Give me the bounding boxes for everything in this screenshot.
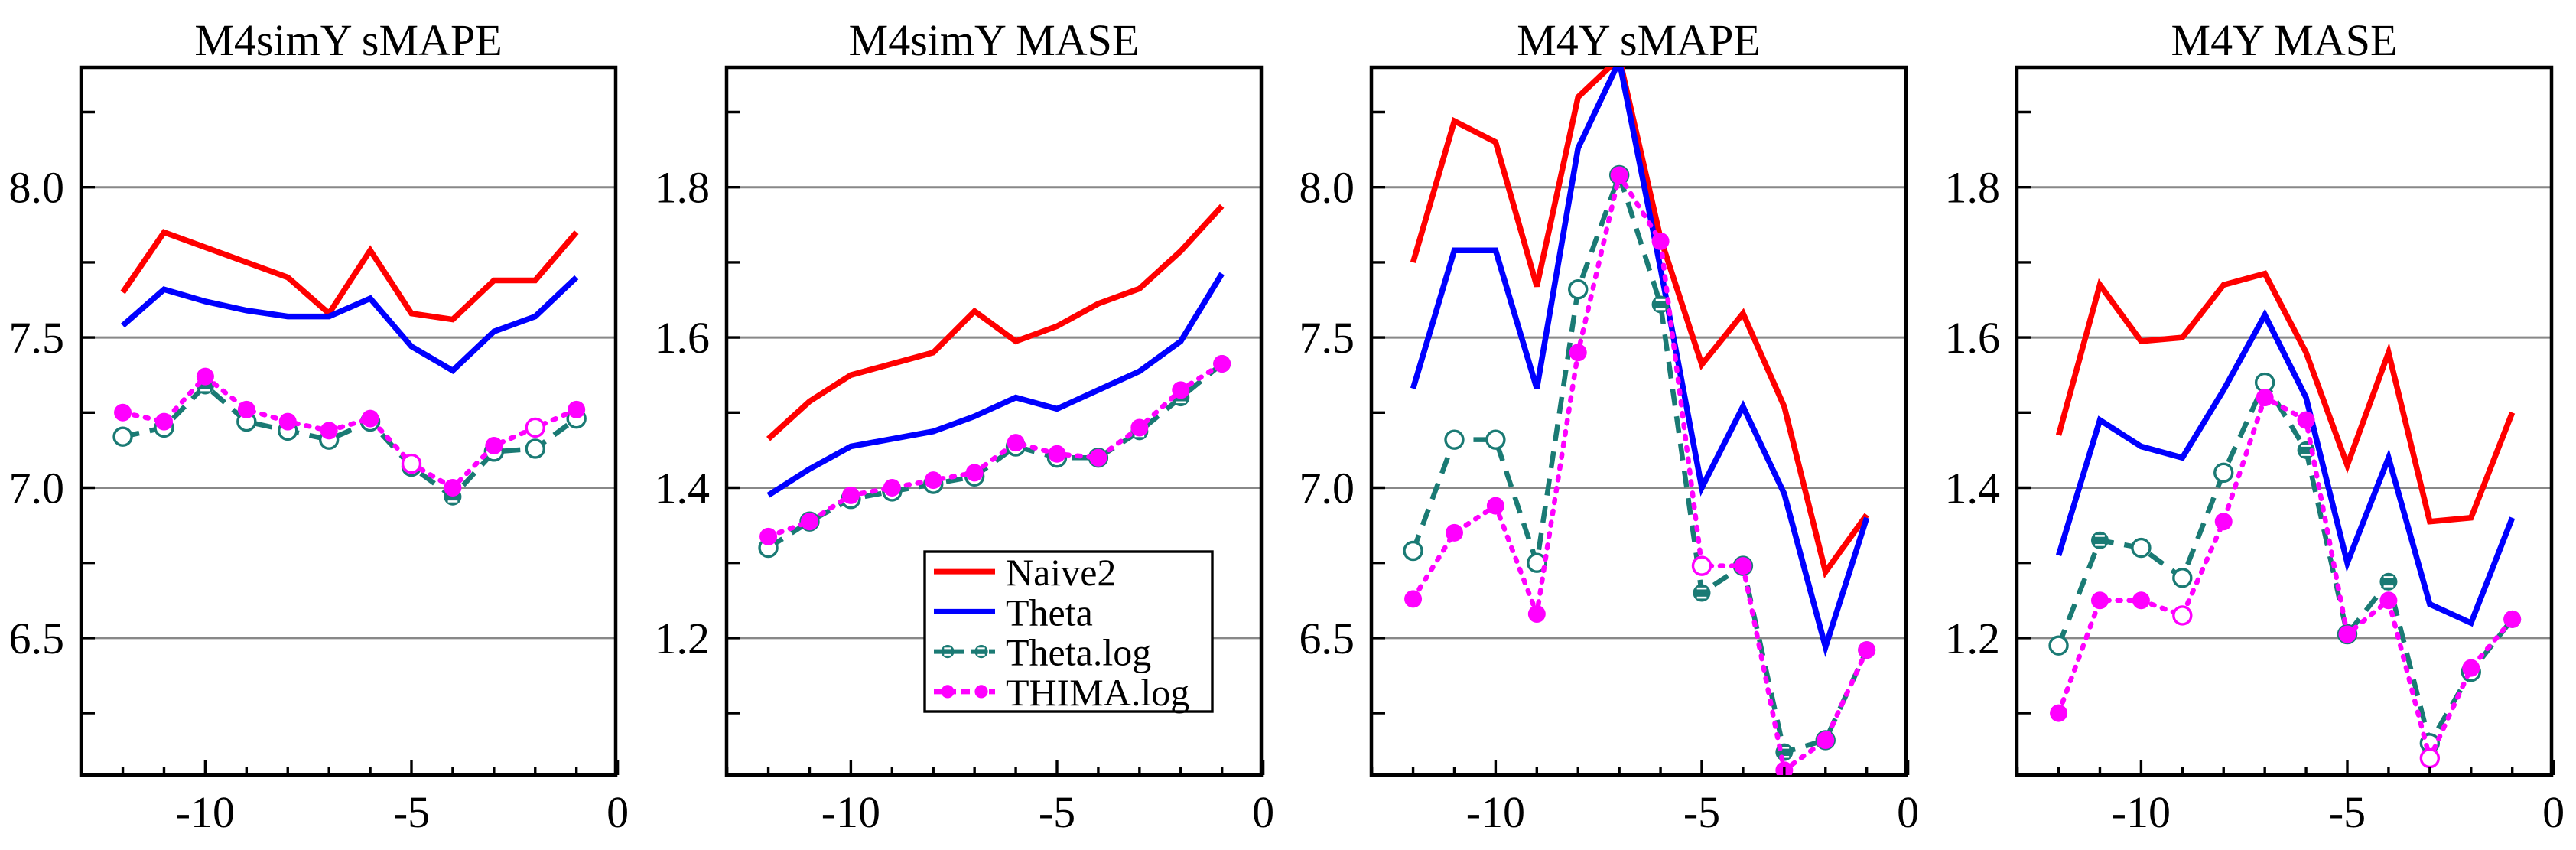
svg-text:8.0: 8.0 [1299,163,1355,213]
svg-text:8.0: 8.0 [9,163,65,213]
svg-text:6.5: 6.5 [9,614,65,663]
svg-text:1.2: 1.2 [655,614,711,663]
svg-text:-10: -10 [1466,787,1525,837]
svg-text:1.8: 1.8 [1945,163,2001,213]
svg-text:-5: -5 [1683,787,1720,837]
svg-text:7.0: 7.0 [9,464,65,513]
svg-text:Theta: Theta [1006,591,1093,633]
svg-text:7.0: 7.0 [1299,464,1355,513]
svg-text:0: 0 [607,787,629,837]
svg-text:-10: -10 [2112,787,2171,837]
svg-text:7.5: 7.5 [1299,313,1355,363]
svg-text:1.6: 1.6 [655,313,711,363]
svg-text:0: 0 [2542,787,2565,837]
svg-text:1.4: 1.4 [1945,464,2001,513]
svg-text:1.6: 1.6 [1945,313,2001,363]
svg-text:6.5: 6.5 [1299,614,1355,663]
svg-text:1.2: 1.2 [1945,614,2001,663]
svg-text:-5: -5 [393,787,430,837]
svg-text:M4simY MASE: M4simY MASE [849,15,1140,65]
svg-text:-10: -10 [176,787,235,837]
svg-text:M4simY sMAPE: M4simY sMAPE [194,15,502,65]
svg-text:7.5: 7.5 [9,313,65,363]
svg-text:1.8: 1.8 [655,163,711,213]
svg-text:THIMA.log: THIMA.log [1006,671,1189,714]
svg-text:M4Y MASE: M4Y MASE [2171,15,2398,65]
svg-text:0: 0 [1252,787,1274,837]
svg-text:-5: -5 [2329,787,2366,837]
svg-text:M4Y sMAPE: M4Y sMAPE [1517,15,1761,65]
svg-text:1.4: 1.4 [655,464,711,513]
svg-text:Theta.log: Theta.log [1006,631,1151,674]
svg-text:-5: -5 [1039,787,1075,837]
svg-text:-10: -10 [821,787,880,837]
svg-text:0: 0 [1897,787,1919,837]
svg-text:Naive2: Naive2 [1006,551,1116,594]
